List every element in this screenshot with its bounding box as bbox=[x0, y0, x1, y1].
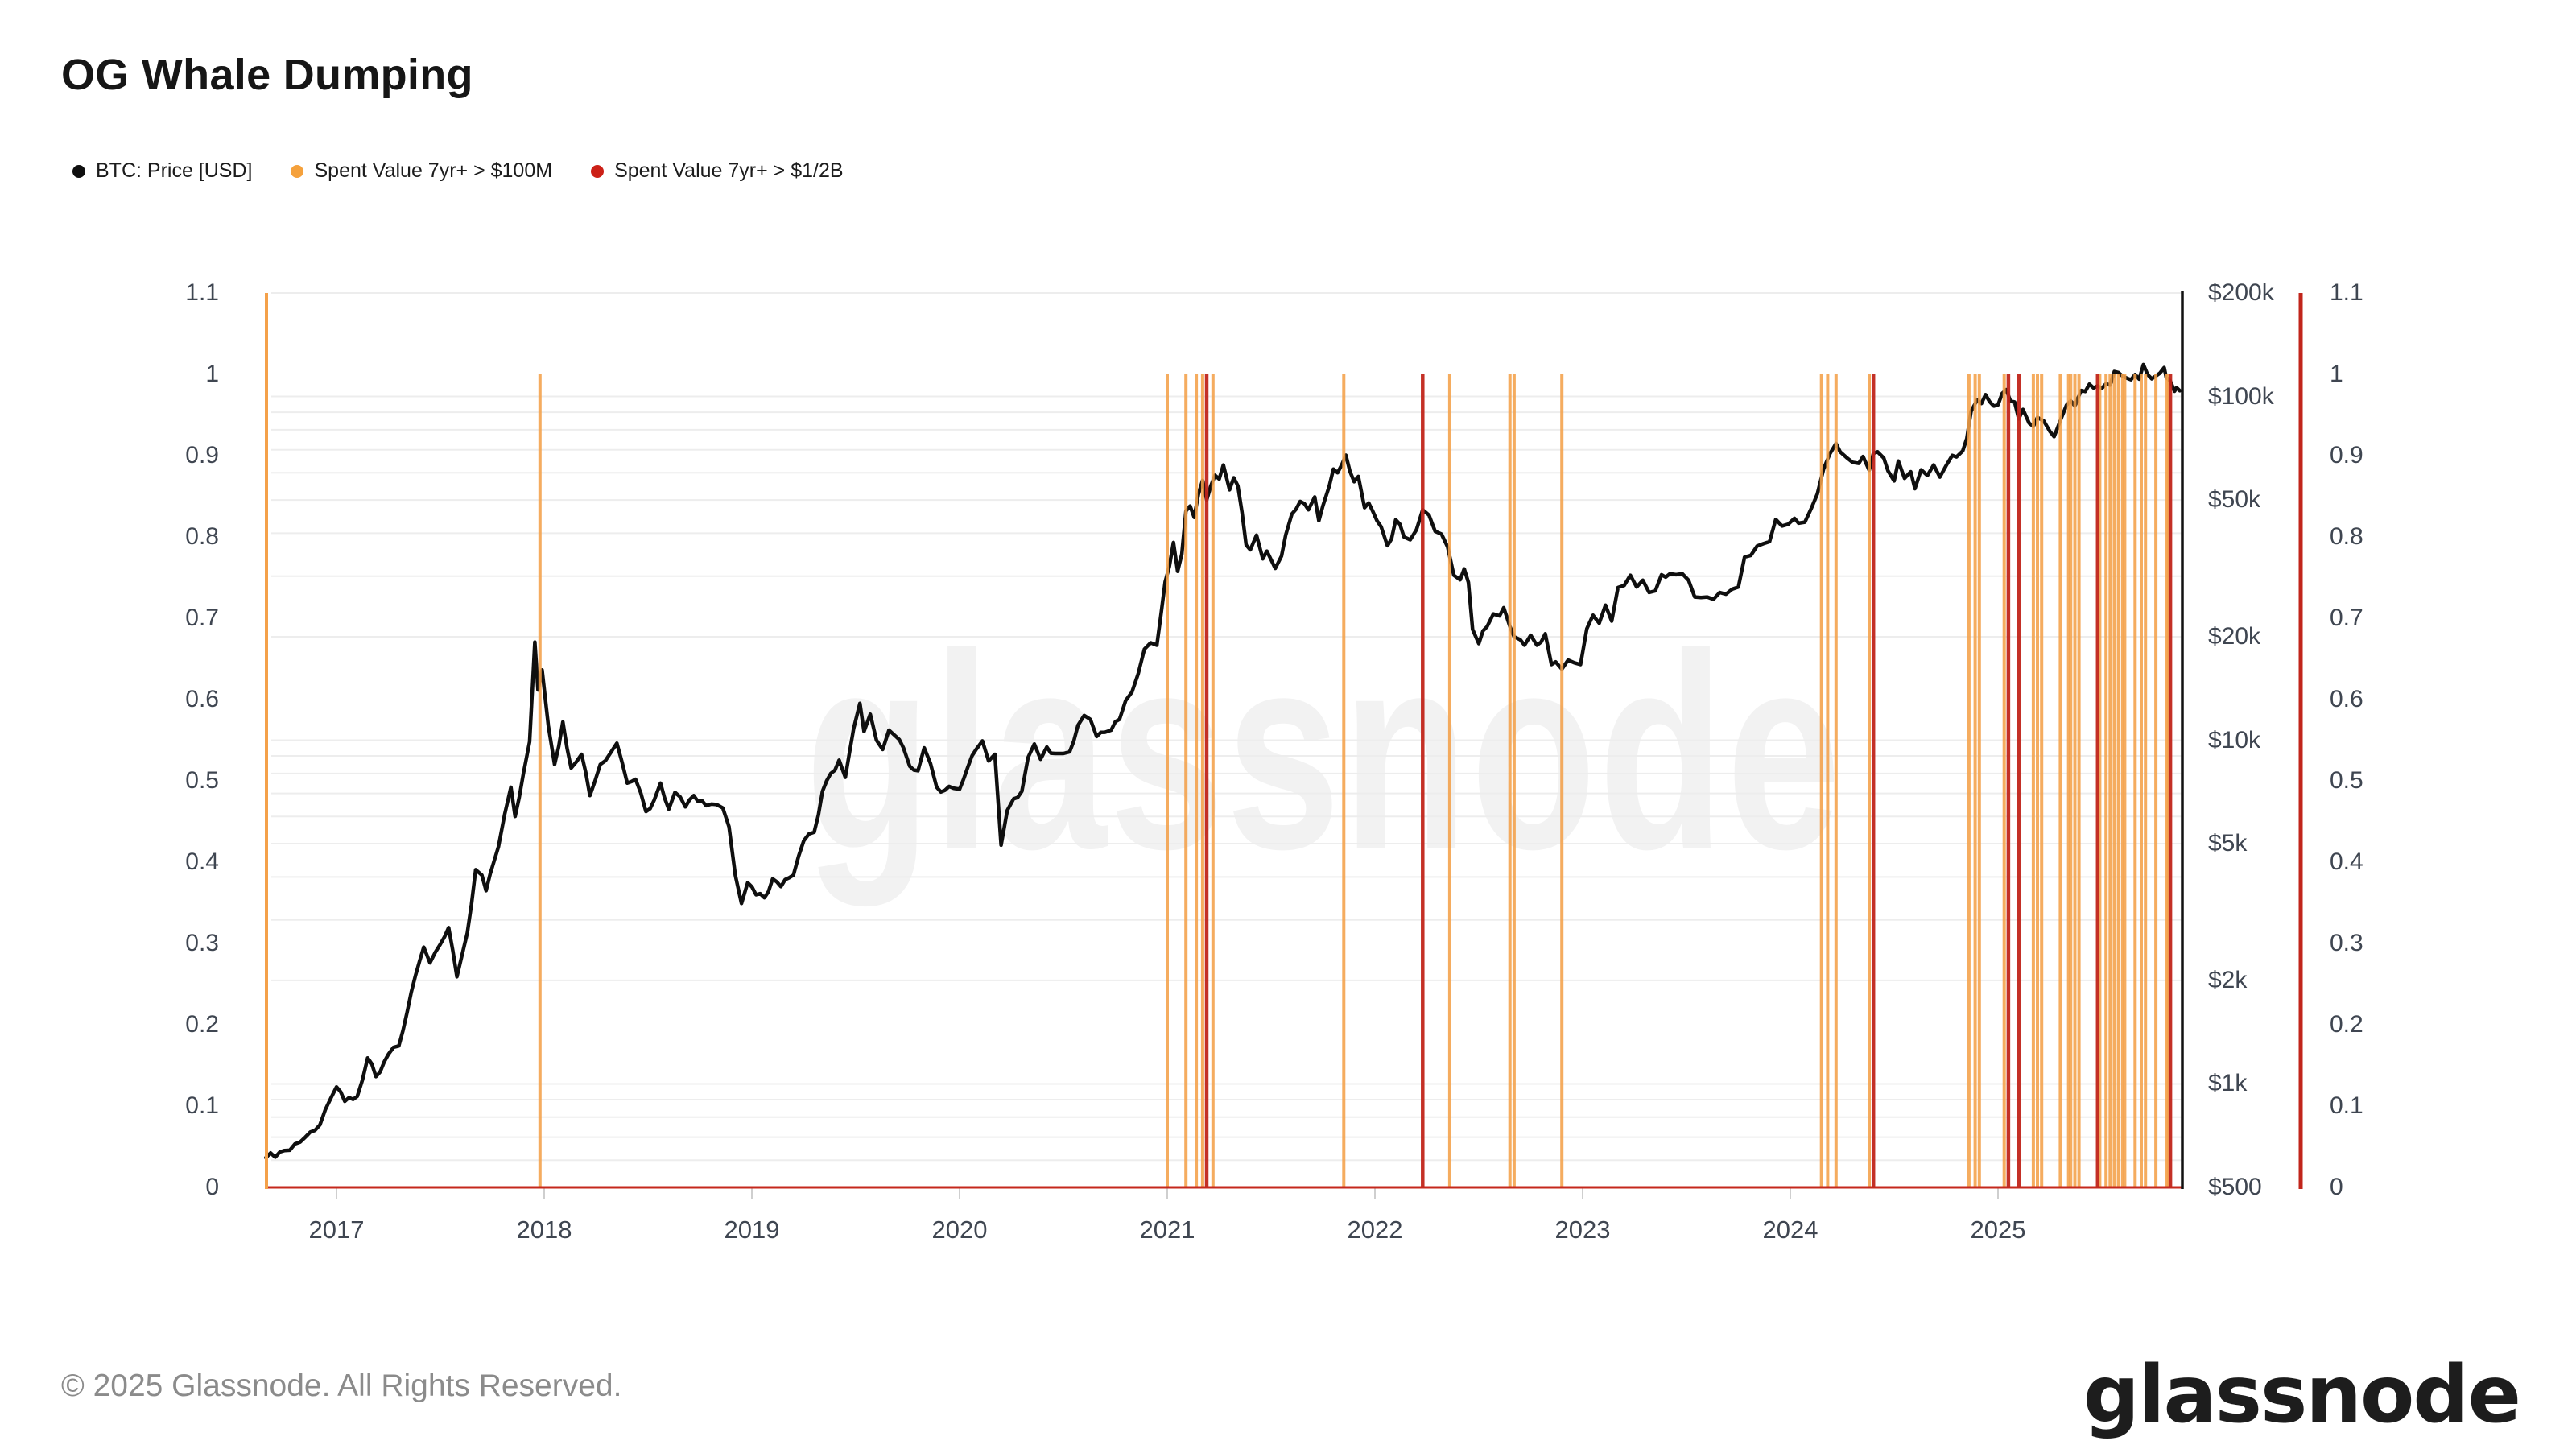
x-axis-tick: 2021 bbox=[1139, 1216, 1195, 1244]
price-axis-tick: $10k bbox=[2208, 727, 2261, 753]
glassnode-watermark: glassnode bbox=[805, 597, 1843, 907]
price-axis-tick: $100k bbox=[2208, 383, 2274, 410]
glassnode-logo: glassnode bbox=[2083, 1349, 2521, 1441]
x-axis-tick: 2025 bbox=[1970, 1216, 2026, 1244]
y-axis-left-tick: 0.6 bbox=[185, 686, 219, 712]
legend-item-spent-500m[interactable]: Spent Value 7yr+ > $1/2B bbox=[591, 159, 844, 183]
y-axis-left-tick: 0.7 bbox=[185, 605, 219, 631]
y-axis-left-tick: 0 bbox=[205, 1174, 219, 1200]
y-axis-right-tick: 0.5 bbox=[2330, 767, 2363, 794]
y-axis-right-tick: 0.8 bbox=[2330, 523, 2363, 550]
y-axis-right-tick: 0.4 bbox=[2330, 848, 2363, 875]
price-axis-tick: $50k bbox=[2208, 486, 2261, 513]
legend-item-spent-100m[interactable]: Spent Value 7yr+ > $100M bbox=[291, 159, 552, 183]
y-axis-left-tick: 0.2 bbox=[185, 1011, 219, 1038]
copyright-text: © 2025 Glassnode. All Rights Reserved. bbox=[61, 1368, 622, 1403]
legend-label-btc-price: BTC: Price [USD] bbox=[96, 159, 253, 182]
page-title: OG Whale Dumping bbox=[61, 51, 473, 99]
y-axis-left-tick: 0.5 bbox=[185, 767, 219, 794]
x-axis-tick: 2017 bbox=[308, 1216, 365, 1244]
price-axis-tick: $2k bbox=[2208, 967, 2248, 993]
legend-dot-500m-icon bbox=[591, 164, 605, 178]
y-axis-right-tick: 0.7 bbox=[2330, 605, 2363, 631]
legend-item-btc-price[interactable]: BTC: Price [USD] bbox=[72, 159, 252, 183]
y-axis-right-tick: 0.9 bbox=[2330, 442, 2363, 469]
y-axis-right-tick: 1.1 bbox=[2330, 279, 2363, 306]
y-axis-right-tick: 0.2 bbox=[2330, 1011, 2363, 1038]
y-axis-right-tick: 0 bbox=[2330, 1174, 2343, 1200]
legend: BTC: Price [USD] Spent Value 7yr+ > $100… bbox=[72, 159, 844, 183]
legend-dot-btc-icon bbox=[72, 164, 85, 178]
price-axis-tick: $500 bbox=[2208, 1174, 2262, 1200]
y-axis-left-tick: 0.3 bbox=[185, 930, 219, 956]
x-axis-tick: 2022 bbox=[1347, 1216, 1403, 1244]
x-axis-tick: 2024 bbox=[1762, 1216, 1818, 1244]
btc-price-line bbox=[264, 362, 2182, 1160]
price-axis-tick: $200k bbox=[2208, 279, 2274, 306]
y-axis-right-tick: 1 bbox=[2330, 361, 2343, 387]
y-axis-left-tick: 0.1 bbox=[185, 1092, 219, 1119]
y-axis-right-tick: 0.3 bbox=[2330, 930, 2363, 956]
y-axis-left-tick: 0.4 bbox=[185, 848, 219, 875]
legend-label-spent-500m: Spent Value 7yr+ > $1/2B bbox=[614, 159, 844, 182]
price-axis-tick: $1k bbox=[2208, 1070, 2248, 1096]
y-axis-left-tick: 1.1 bbox=[185, 279, 219, 306]
y-axis-right-tick: 0.1 bbox=[2330, 1092, 2363, 1119]
y-axis-left-tick: 0.8 bbox=[185, 523, 219, 550]
x-axis-tick: 2019 bbox=[724, 1216, 780, 1244]
y-axis-left-tick: 1 bbox=[205, 361, 219, 387]
y-axis-left-tick: 0.9 bbox=[185, 442, 219, 469]
legend-label-spent-100m: Spent Value 7yr+ > $100M bbox=[314, 159, 553, 182]
y-axis-right-tick: 0.6 bbox=[2330, 686, 2363, 712]
price-axis-tick: $20k bbox=[2208, 623, 2261, 650]
legend-dot-100m-icon bbox=[291, 164, 304, 178]
x-axis-tick: 2023 bbox=[1554, 1216, 1611, 1244]
price-axis-tick: $5k bbox=[2208, 830, 2248, 857]
x-axis-tick: 2018 bbox=[516, 1216, 572, 1244]
x-axis-tick: 2020 bbox=[931, 1216, 988, 1244]
